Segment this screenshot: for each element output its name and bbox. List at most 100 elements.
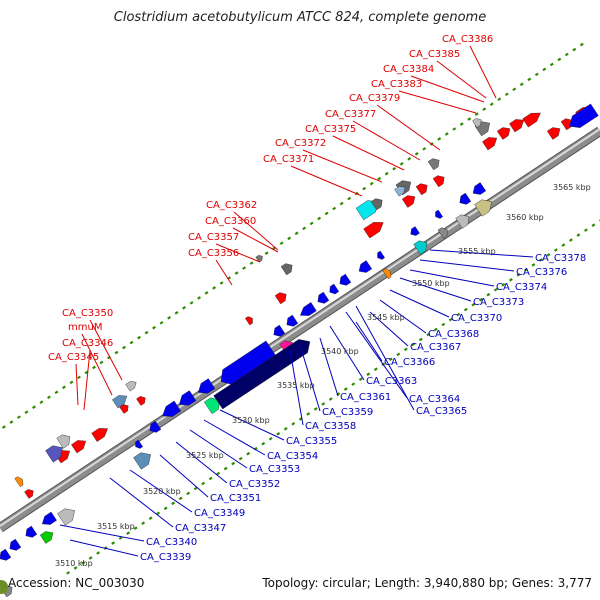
upper-tick-mark — [159, 320, 164, 325]
upper-tick-mark — [242, 266, 247, 270]
upper-tick-mark — [497, 97, 502, 102]
lower-tick-mark — [283, 427, 288, 431]
lower-tick-mark — [156, 511, 161, 516]
upper-tick-mark — [474, 112, 479, 116]
lower-tick-mark — [456, 312, 461, 317]
upper-tick-mark — [294, 231, 299, 236]
lower-tick-mark — [388, 357, 393, 362]
lower-tick-mark — [291, 422, 296, 426]
reverse-gene-arrow — [220, 340, 277, 385]
lower-tick-mark — [568, 238, 573, 242]
upper-leader-line — [89, 319, 123, 381]
upper-tick-mark — [347, 196, 352, 201]
upper-tick-mark — [302, 226, 307, 231]
upper-tick-mark — [437, 137, 442, 141]
upper-tick-mark — [122, 345, 126, 350]
feature-block — [427, 158, 440, 171]
lower-gene-label: CA_C3364 — [409, 394, 460, 405]
genome-backbone — [0, 126, 600, 533]
upper-tick-mark — [62, 385, 66, 390]
lower-tick-mark — [96, 551, 101, 555]
lower-leader-line — [289, 349, 304, 426]
upper-gene-label: CA_C3346 — [62, 338, 113, 349]
lower-gene-label: CA_C3366 — [384, 357, 435, 368]
feature-block — [370, 198, 383, 211]
kbp-label: 3540 kbp — [321, 347, 359, 356]
reverse-gene-arrow — [569, 103, 599, 128]
lower-leader-line — [203, 419, 266, 456]
lower-tick-mark — [238, 456, 243, 461]
reverse-gene-arrow — [198, 378, 216, 394]
lower-tick-mark — [411, 342, 416, 347]
feature-block — [56, 434, 71, 449]
upper-tick-mark — [219, 281, 224, 285]
lower-tick-mark — [463, 307, 468, 312]
lower-tick-mark — [223, 466, 228, 471]
upper-leader-line — [410, 75, 485, 103]
kbp-labels: 3510 kbp 3515 kbp 3520 kbp 3525 kbp 3530 kbp… — [55, 183, 591, 568]
feature-block — [125, 381, 137, 392]
lower-tick-mark — [508, 278, 513, 282]
lower-leader-line — [419, 259, 515, 272]
label-leader-lines — [59, 45, 534, 557]
upper-tick-mark — [579, 42, 584, 47]
upper-leader-line — [233, 211, 279, 251]
kbp-label: 3530 kbp — [232, 416, 270, 425]
forward-gene-arrow — [522, 112, 541, 128]
upper-gene-label: CA_C3386 — [442, 34, 493, 45]
upper-leader-line — [302, 149, 383, 183]
upper-tick-mark — [369, 181, 374, 186]
lower-tick-mark — [366, 372, 371, 376]
feature-block — [14, 476, 24, 488]
lower-gene-label: CA_C3347 — [175, 523, 226, 534]
upper-tick-mark — [557, 57, 562, 62]
upper-gene-label: CA_C3383 — [371, 79, 422, 90]
kbp-label: 3545 kbp — [367, 313, 405, 322]
lower-leader-line — [345, 311, 408, 399]
lower-gene-label: CA_C3352 — [229, 479, 280, 490]
upper-tick-mark — [512, 87, 517, 92]
reverse-gene-arrow — [286, 314, 299, 327]
lower-gene-label: CA_C3368 — [428, 329, 479, 340]
lower-tick-mark — [516, 273, 521, 277]
feature-block — [474, 199, 492, 217]
lower-tick-mark — [306, 412, 311, 416]
upper-tick-mark — [92, 365, 96, 370]
upper-gene-label: CA_C3345 — [48, 352, 99, 363]
gene-labels: CA_C3345 CA_C3346 mmuM CA_C3350 CA_C3356 CA_C… — [48, 34, 586, 563]
lower-leader-line — [109, 477, 174, 528]
upper-tick-mark — [452, 127, 457, 131]
forward-gene-arrow — [71, 440, 87, 454]
upper-tick-mark — [362, 186, 367, 191]
upper-gene-label: CA_C3384 — [383, 64, 434, 75]
reverse-gene-arrow — [273, 324, 286, 337]
forward-gene-arrow — [136, 396, 146, 406]
kbp-label: 3560 kbp — [506, 213, 544, 222]
upper-tick-mark — [534, 72, 539, 77]
upper-tick-mark — [197, 296, 202, 300]
lower-gene-label: CA_C3363 — [366, 376, 417, 387]
upper-tick-mark — [69, 380, 74, 385]
lower-tick-mark — [141, 521, 146, 526]
kbp-label: 3525 kbp — [186, 451, 224, 460]
upper-tick-mark — [182, 306, 187, 310]
lower-leader-line — [319, 337, 339, 397]
feature-block — [45, 445, 63, 463]
forward-gene-arrow — [509, 119, 525, 133]
lower-leader-line — [379, 299, 427, 334]
lower-gene-label: CA_C3376 — [516, 267, 567, 278]
reverse-gene-arrow — [377, 250, 385, 260]
lower-tick-mark — [171, 501, 176, 506]
lower-tick-mark — [493, 287, 498, 292]
kbp-label: 3550 kbp — [412, 279, 450, 288]
lower-tick-mark — [268, 436, 273, 441]
lower-leader-line — [355, 305, 415, 411]
feature-block — [213, 339, 311, 410]
upper-gene-label: CA_C3371 — [263, 154, 314, 165]
lower-gene-label: CA_C3339 — [140, 552, 191, 563]
lower-tick-mark — [276, 431, 281, 436]
lower-leader-line — [389, 289, 450, 318]
upper-leader-line — [232, 227, 279, 253]
reverse-gene-arrow — [317, 291, 330, 304]
